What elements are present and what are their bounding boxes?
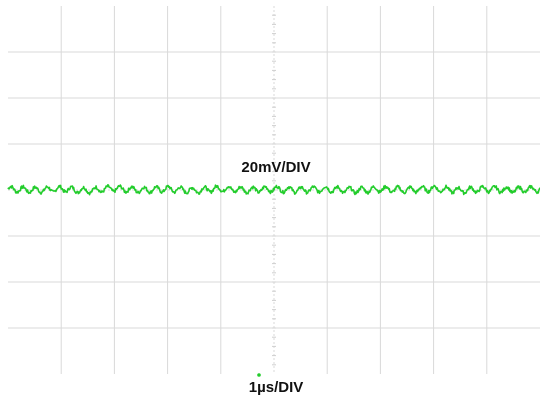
signal-trace <box>7 184 540 196</box>
trigger-marker <box>257 373 261 377</box>
vertical-scale-label: 20mV/DIV <box>241 159 310 176</box>
horizontal-scale-label: 1µs/DIV <box>249 379 304 396</box>
